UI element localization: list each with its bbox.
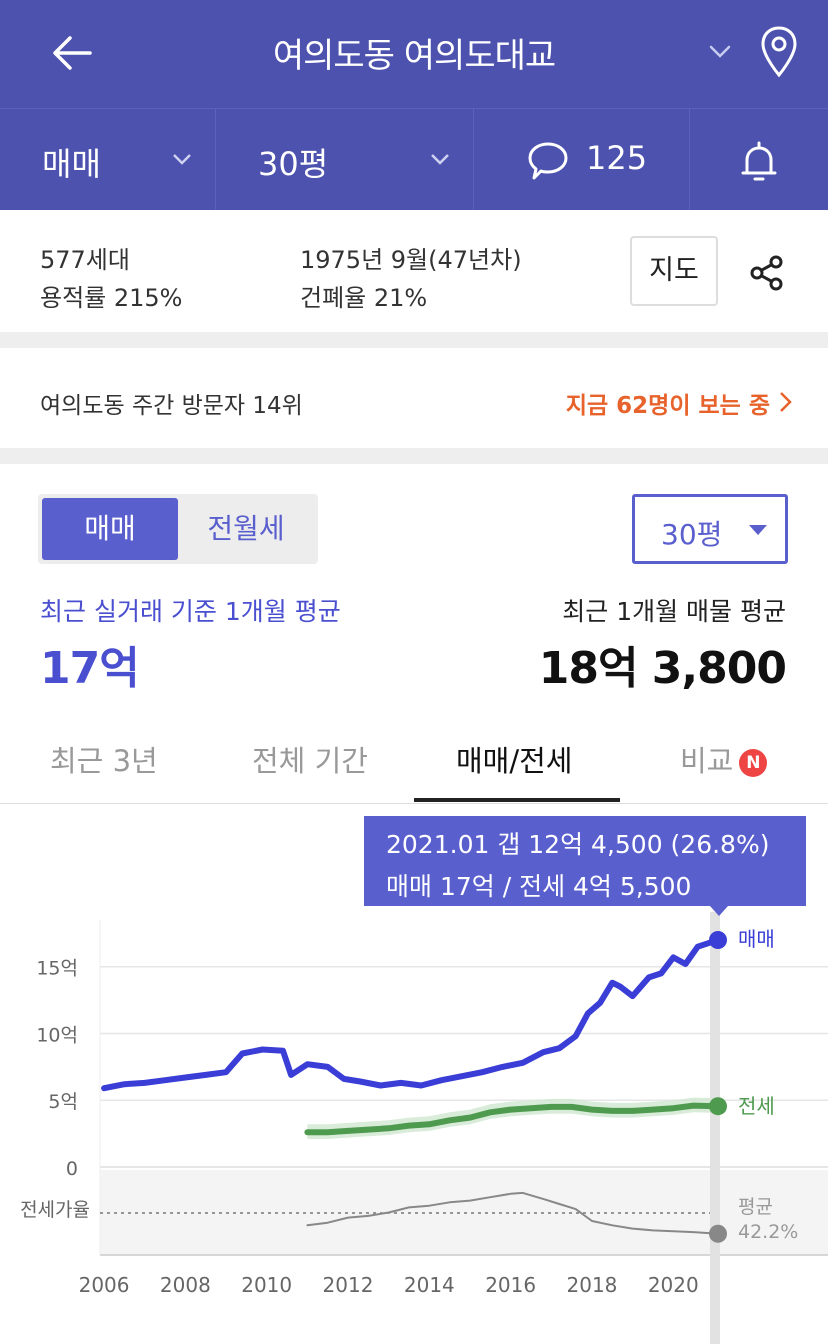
households: 577세대 [40, 246, 130, 274]
chart-tabs: 최근 3년 전체 기간 매매/전세 비교 N [0, 718, 828, 804]
recent-trade-label: 최근 실거래 기준 1개월 평균 [40, 597, 341, 626]
size-select[interactable]: 30평 [632, 494, 788, 564]
building-coverage-ratio: 건폐율 21% [300, 284, 428, 312]
chevron-right-icon [780, 392, 792, 412]
notification-button[interactable] [690, 109, 828, 211]
x-tick-label: 2020 [648, 1273, 699, 1297]
x-tick-label: 2006 [79, 1273, 130, 1297]
comment-count: 125 [586, 139, 648, 177]
bell-icon [741, 141, 777, 181]
jeonse-range-band [307, 1097, 718, 1139]
jeonse-end-point [709, 1097, 727, 1116]
size-select-value: 30평 [661, 518, 723, 551]
tab-recent-3y[interactable]: 최근 3년 [50, 744, 158, 778]
y-tick-label: 10억 [36, 1024, 78, 1046]
x-tick-label: 2014 [404, 1273, 455, 1297]
filter-bar: 매매 30평 125 [0, 108, 828, 211]
top-app-bar: 여의도동 여의도대교 [0, 0, 828, 108]
tab-sale-jeonse[interactable]: 매매/전세 [456, 744, 573, 778]
size-label: 30평 [258, 145, 329, 183]
live-viewers[interactable]: 지금 62명이 보는 중 [565, 393, 770, 419]
ratio-average-value: 42.2% [738, 1221, 798, 1243]
listing-avg-value: 18억 3,800 [538, 643, 787, 694]
segment-rent[interactable]: 전월세 [207, 512, 285, 545]
price-chart[interactable]: 15억 10억 5억 0 전세가율 2006 2008 2010 2012 2014 2016 201… [0, 900, 828, 1344]
visitor-banner[interactable]: 여의도동 주간 방문자 14위 지금 62명이 보는 중 [0, 348, 828, 448]
chart-tooltip: 2021.01 갭 12억 4,500 (26.8%) 매매 17억 / 전세 … [364, 816, 806, 916]
x-tick-label: 2010 [241, 1273, 292, 1297]
trade-type-dropdown[interactable]: 매매 [0, 109, 216, 211]
tab-compare[interactable]: 비교 N [680, 738, 768, 780]
tooltip-line-2: 매매 17억 / 전세 4억 5,500 [386, 872, 692, 901]
sale-series-line [101, 937, 721, 1092]
sale-series-label: 매매 [738, 927, 775, 951]
trade-type-label: 매매 [42, 145, 101, 183]
back-arrow-icon[interactable] [48, 28, 98, 78]
map-button[interactable]: 지도 [630, 236, 718, 306]
ratio-axis-label: 전세가율 [20, 1199, 90, 1221]
segment-sale[interactable]: 매매 [42, 498, 178, 560]
chevron-down-icon [431, 154, 449, 165]
chevron-down-icon [173, 154, 191, 165]
trade-segment-control: 매매 전월세 [38, 494, 318, 564]
x-tick-label: 2016 [485, 1273, 536, 1297]
chevron-down-icon[interactable] [706, 38, 734, 66]
location-pin-icon[interactable] [758, 24, 800, 78]
jeonse-series-line [304, 1102, 721, 1136]
built-year: 1975년 9월(47년차) [300, 246, 522, 274]
floor-area-ratio: 용적률 215% [40, 284, 183, 312]
tab-all-period[interactable]: 전체 기간 [252, 744, 368, 778]
x-tick-label: 2018 [567, 1273, 618, 1297]
active-tab-indicator [414, 798, 620, 802]
new-badge: N [739, 749, 768, 777]
divider [0, 448, 828, 464]
y-tick-label: 5억 [48, 1091, 78, 1113]
x-tick-label: 2008 [160, 1273, 211, 1297]
caret-down-icon [749, 525, 767, 535]
tab-compare-label: 비교 [680, 744, 734, 778]
visitor-rank: 여의도동 주간 방문자 14위 [40, 393, 303, 419]
tooltip-line-1: 2021.01 갭 12억 4,500 (26.8%) [386, 830, 770, 859]
page-title[interactable]: 여의도동 여의도대교 [272, 36, 556, 76]
jeonse-series-label: 전세 [738, 1094, 775, 1118]
x-tick-label: 2012 [323, 1273, 374, 1297]
ratio-series-line [306, 1191, 719, 1235]
recent-trade-value: 17억 [40, 643, 140, 694]
speech-bubble-icon [528, 142, 568, 180]
y-tick-label: 15억 [36, 958, 78, 980]
comments-button[interactable]: 125 [474, 109, 690, 211]
size-dropdown[interactable]: 30평 [216, 109, 474, 211]
divider [0, 332, 828, 348]
ratio-average-label: 평균 [738, 1196, 773, 1218]
cursor-line [710, 912, 720, 1344]
sale-end-point [709, 931, 727, 949]
share-icon[interactable] [748, 254, 786, 292]
listing-avg-label: 최근 1개월 매물 평균 [562, 597, 786, 626]
y-tick-label: 0 [66, 1158, 78, 1180]
ratio-end-point [709, 1224, 727, 1243]
